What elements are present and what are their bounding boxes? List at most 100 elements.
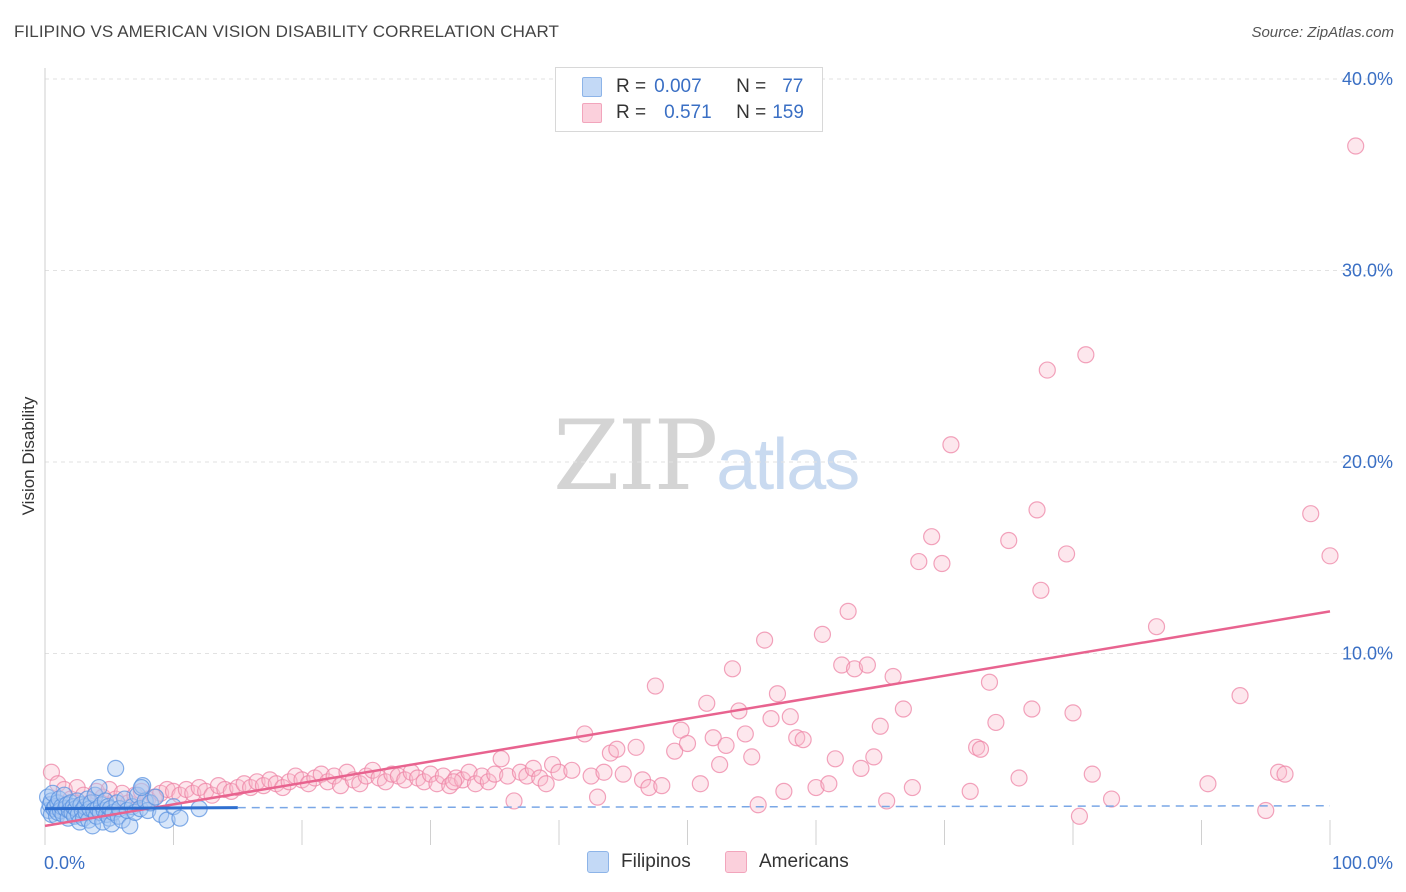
americans-point xyxy=(717,736,735,755)
americans-point xyxy=(865,748,883,766)
americans-point xyxy=(473,767,491,785)
americans-point xyxy=(894,700,912,718)
americans-point xyxy=(839,602,857,620)
americans-point xyxy=(781,708,799,726)
americans-point xyxy=(942,436,960,454)
legend-n-value: 77 xyxy=(782,76,804,97)
americans-point xyxy=(826,750,844,768)
americans-point xyxy=(884,667,902,686)
americans-point xyxy=(640,778,658,797)
legend-item-americans[interactable]: Americans xyxy=(725,851,849,873)
americans-point xyxy=(588,788,607,806)
legend-row-filipinos: R = 0.007 N = 77 xyxy=(582,75,803,99)
americans-point xyxy=(1057,545,1076,563)
americans-point xyxy=(961,782,979,800)
americans-point xyxy=(903,778,921,797)
series-legend: Filipinos Americans xyxy=(0,851,1406,879)
americans-point xyxy=(755,631,774,649)
americans-point xyxy=(813,625,832,643)
americans-point xyxy=(794,731,812,749)
americans-point xyxy=(762,710,780,728)
filipinos-point xyxy=(132,778,150,797)
watermark: ZIPatlas xyxy=(553,400,860,512)
y-tick-label: 30.0% xyxy=(1342,261,1393,281)
americans-point xyxy=(1000,531,1018,550)
americans-point xyxy=(1257,801,1275,820)
americans-point xyxy=(820,775,838,793)
filipinos-trend-extension xyxy=(237,804,1331,809)
americans-point xyxy=(768,685,787,703)
americans-point xyxy=(807,778,825,797)
y-tick-label: 20.0% xyxy=(1342,452,1393,472)
y-axis-label: Vision Disability xyxy=(19,396,38,515)
americans-point xyxy=(1302,505,1320,523)
americans-point xyxy=(691,775,709,793)
legend-swatch-filipinos xyxy=(587,851,609,873)
americans-point xyxy=(910,552,928,571)
americans-point xyxy=(505,792,523,810)
americans-point xyxy=(1077,346,1095,364)
y-tick-label: 40.0% xyxy=(1342,69,1393,89)
americans-point xyxy=(736,725,754,743)
x-tick-label: 0.0% xyxy=(44,853,85,873)
americans-point xyxy=(788,729,806,747)
americans-trend-line xyxy=(44,610,1331,828)
americans-point xyxy=(550,763,568,781)
americans-point xyxy=(1083,765,1101,783)
americans-point xyxy=(216,780,234,799)
americans-point xyxy=(608,740,626,758)
americans-point xyxy=(1064,704,1082,722)
legend-swatch-filipinos xyxy=(582,77,602,97)
legend-n-value: 159 xyxy=(772,102,804,123)
legend-r-label: R = xyxy=(616,102,647,123)
americans-point xyxy=(678,734,697,753)
filipinos-point xyxy=(146,788,165,806)
americans-point xyxy=(614,765,632,783)
legend-row-americans: R = 0.571 N = 159 xyxy=(582,101,804,125)
legend-item-filipinos[interactable]: Filipinos xyxy=(587,851,691,873)
americans-point xyxy=(980,673,999,691)
americans-point xyxy=(1102,790,1121,808)
stats-legend: R = 0.007 N = 77 R = 0.571 N = 159 xyxy=(555,67,823,132)
americans-point xyxy=(749,796,767,814)
americans-point xyxy=(653,777,671,795)
legend-r-label: R = xyxy=(616,76,647,97)
americans-point xyxy=(1023,700,1041,718)
americans-point xyxy=(1010,769,1028,787)
americans-point xyxy=(858,656,877,674)
americans-point xyxy=(923,528,941,546)
legend-n-label: N = xyxy=(736,102,767,123)
americans-point xyxy=(833,656,851,674)
americans-point xyxy=(627,738,645,756)
americans-point xyxy=(987,713,1005,732)
americans-point xyxy=(971,740,990,758)
americans-point xyxy=(871,717,889,735)
americans-point xyxy=(1070,807,1089,825)
americans-point xyxy=(563,761,581,779)
filipinos-point xyxy=(171,809,189,827)
americans-point xyxy=(1199,775,1217,793)
legend-n-label: N = xyxy=(736,76,767,97)
americans-point xyxy=(421,765,440,783)
americans-point xyxy=(1321,547,1339,565)
americans-point xyxy=(445,773,463,791)
americans-point xyxy=(492,750,510,768)
americans-point xyxy=(704,729,722,747)
americans-point xyxy=(646,677,664,695)
americans-point xyxy=(1269,763,1288,781)
americans-point xyxy=(1032,581,1050,599)
source-label: Source: ZipAtlas.com xyxy=(1251,24,1394,41)
americans-point xyxy=(531,769,549,787)
legend-swatch-americans xyxy=(725,851,747,873)
x-tick-label: 100.0% xyxy=(1332,853,1393,873)
chart-title: FILIPINO VS AMERICAN VISION DISABILITY C… xyxy=(14,22,559,41)
americans-point xyxy=(1276,765,1294,783)
filipinos-point xyxy=(107,759,125,778)
americans-point xyxy=(1028,501,1046,519)
americans-point xyxy=(434,767,452,785)
americans-point xyxy=(775,782,793,800)
legend-label-filipinos: Filipinos xyxy=(621,851,691,872)
watermark-zip: ZIP xyxy=(553,400,718,512)
americans-point xyxy=(933,554,951,573)
